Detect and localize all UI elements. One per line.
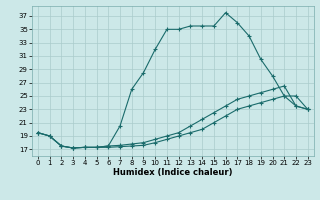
X-axis label: Humidex (Indice chaleur): Humidex (Indice chaleur) bbox=[113, 168, 233, 177]
